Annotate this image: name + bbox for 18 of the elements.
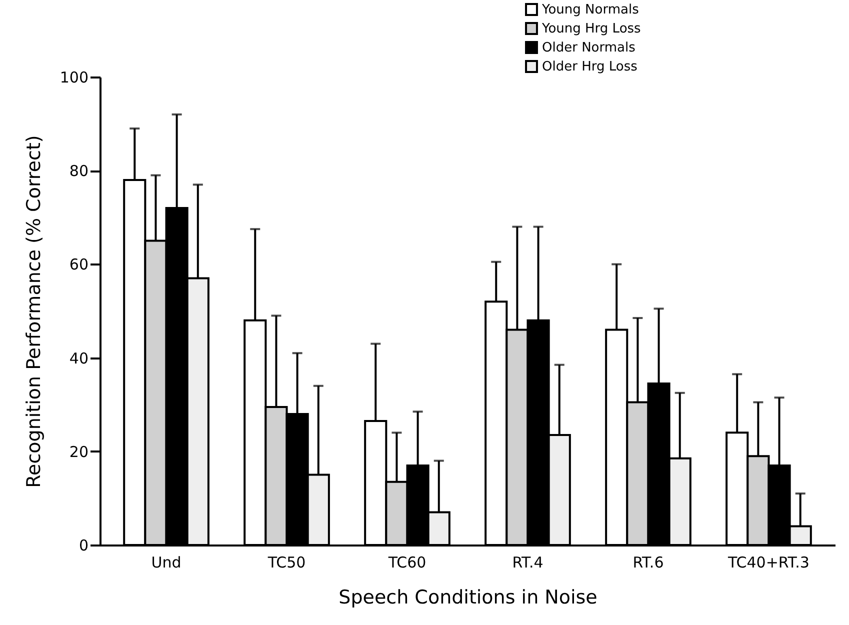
x-tick-label: RT.6	[632, 554, 664, 572]
x-tick-label: RT.4	[512, 554, 544, 572]
legend-label: Young Hrg Loss	[541, 22, 642, 36]
x-tick-label: TC40+RT.3	[727, 554, 810, 572]
legend-label: Older Hrg Loss	[542, 60, 638, 74]
y-tick-label: 40	[69, 349, 88, 368]
x-axis-title: Speech Conditions in Noise	[338, 586, 598, 608]
y-tick-label: 60	[69, 256, 88, 274]
y-tick-label: 0	[78, 536, 88, 554]
x-tick-label: Und	[151, 554, 182, 572]
legend-label: Young Normals	[541, 2, 640, 18]
x-tick-label: TC60	[387, 554, 426, 572]
y-axis-title: Recognition Performance (% Correct)	[22, 135, 45, 488]
legend-label: Older Normals	[542, 40, 636, 56]
y-tick-label: 100	[60, 68, 88, 86]
x-tick-label: TC50	[266, 554, 306, 572]
y-tick-label: 20	[69, 442, 88, 461]
y-tick-label: 80	[69, 162, 88, 180]
